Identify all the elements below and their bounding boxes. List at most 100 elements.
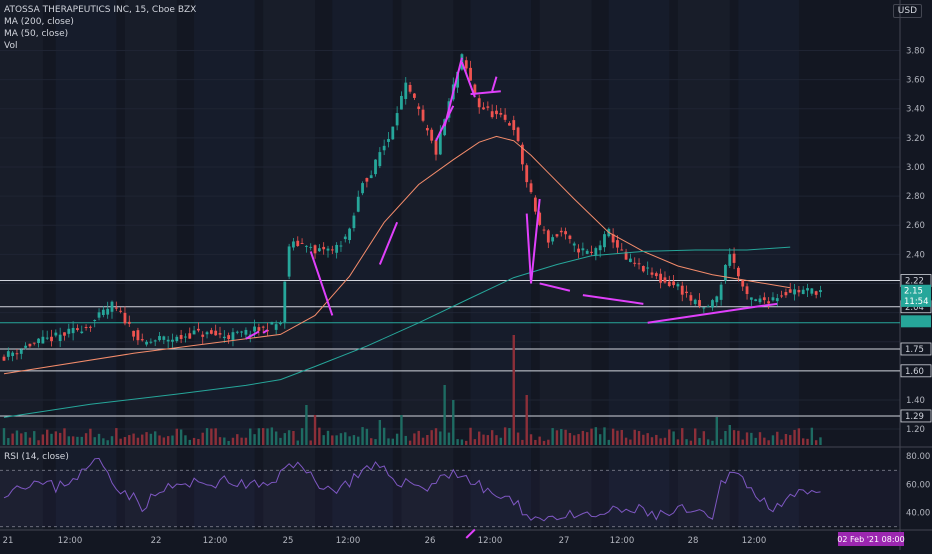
volume-bar (102, 438, 105, 445)
time-axis-tick: 12:00 (610, 536, 635, 546)
volume-bar (309, 440, 312, 445)
candle-body (685, 291, 688, 294)
volume-bar (63, 428, 66, 445)
candle-body (486, 106, 490, 108)
volume-bar (793, 429, 796, 445)
candle-body (361, 183, 364, 194)
price-axis-tick: 3.00 (906, 163, 925, 173)
candle-body (279, 322, 282, 325)
volume-bar (171, 435, 174, 445)
volume-bar (685, 439, 688, 445)
time-axis-tick: 21 (3, 536, 14, 546)
candle-body (343, 236, 347, 240)
volume-bar (767, 440, 770, 445)
volume-bar (802, 438, 805, 445)
candle-body (810, 288, 814, 294)
volume-bar (814, 440, 818, 445)
volume-bar (408, 440, 412, 445)
price-badge-label: 11:54 (904, 297, 929, 307)
candle-body (352, 215, 356, 229)
candle-body (132, 330, 135, 337)
candle-body (158, 336, 161, 341)
ma200-legend[interactable]: MA (200, close) (4, 17, 74, 27)
volume-bar (344, 432, 347, 445)
price-badge (901, 284, 931, 297)
volume-bar (819, 437, 822, 445)
candle-body (197, 328, 200, 331)
candle-body (434, 140, 438, 155)
volume-bar (594, 427, 598, 445)
volume-legend[interactable]: Vol (4, 41, 18, 51)
volume-bar (417, 430, 420, 445)
volume-bar (542, 440, 546, 445)
candle-body (110, 301, 114, 312)
price-axis-tick: 2.80 (906, 192, 925, 202)
volume-bar (694, 428, 697, 445)
volume-bar (33, 431, 36, 445)
symbol-title[interactable]: ATOSSA THERAPEUTICS INC, 15, Cboe BZX (4, 5, 197, 15)
candle-body (667, 281, 671, 287)
volume-bar (279, 437, 282, 445)
volume-bar (71, 436, 75, 445)
time-axis-tick: 25 (283, 536, 294, 546)
volume-bar (719, 439, 723, 445)
volume-bar (262, 428, 265, 445)
volume-bar (210, 428, 213, 445)
time-axis-tick: 12:00 (742, 536, 767, 546)
candle-body (84, 327, 88, 329)
candle-body (590, 251, 593, 253)
rsi-legend[interactable]: RSI (14, close) (4, 452, 69, 462)
volume-bar (348, 436, 351, 445)
candle-body (762, 297, 766, 301)
candle-body (28, 343, 32, 347)
volume-bar (2, 428, 6, 445)
candle-body (378, 152, 382, 167)
volume-bar (97, 433, 101, 445)
candle-body (693, 299, 697, 304)
candle-body (616, 240, 619, 248)
currency-button[interactable]: USD (892, 4, 922, 18)
volume-bar (296, 440, 299, 445)
time-axis-tick: 27 (559, 536, 570, 546)
volume-bar (162, 437, 166, 445)
candle-body (637, 263, 641, 265)
candle-body (788, 289, 792, 293)
volume-bar (486, 435, 490, 445)
volume-bar (482, 434, 485, 445)
candle-body (114, 307, 118, 309)
ma50-legend[interactable]: MA (50, close) (4, 29, 69, 39)
candle-body (702, 307, 706, 309)
level-label-box (900, 364, 932, 378)
candle-body (395, 113, 399, 126)
candle-body (719, 284, 723, 300)
time-axis-tick: 12:00 (336, 536, 361, 546)
volume-bar (603, 427, 606, 445)
candle-body (629, 258, 632, 263)
candle-body (680, 285, 684, 295)
volume-bar (512, 335, 515, 445)
volume-bar (413, 433, 416, 445)
volume-bar (676, 439, 680, 445)
price-axis-tick: 1.20 (906, 425, 925, 435)
volume-bar (119, 438, 122, 445)
candle-body (425, 128, 429, 131)
candle-body (659, 273, 663, 283)
candle-body (123, 312, 127, 324)
price-badge-label: 2.15 (904, 287, 923, 297)
candle-body (89, 326, 92, 328)
candle-body (335, 244, 339, 253)
candle-body (568, 235, 572, 239)
level-label: 1.60 (905, 367, 924, 377)
volume-bar (253, 434, 256, 445)
volume-bar (771, 435, 775, 445)
volume-bar (447, 432, 451, 445)
candle-body (240, 331, 243, 333)
price-axis-tick: 3.40 (906, 105, 925, 115)
candle-body (715, 296, 719, 303)
candle-body (464, 60, 468, 69)
volume-bar (789, 435, 792, 445)
volume-bar (378, 420, 382, 445)
candle-body (603, 234, 606, 248)
